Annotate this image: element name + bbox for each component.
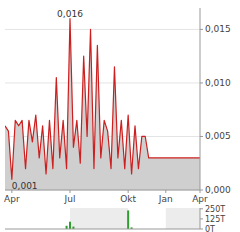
x-tick-label: Apr [192,194,208,204]
x-tick-label: Jul [64,194,76,204]
x-tick [128,190,129,193]
x-tick-label: Apr [4,194,20,204]
y-tick-label: 0,015 [205,24,231,34]
band [166,208,200,229]
y-tick [200,29,203,30]
price-area [5,19,200,190]
band [70,208,128,229]
volume-y-tick-label: 125T [205,215,225,224]
volume-x-axis [5,229,200,230]
volume-bar [69,222,71,229]
volume-y-tick-label: 0T [205,225,215,232]
y-tick [200,82,203,83]
y-tick-label: 0,010 [205,78,231,88]
y-tick-label: 0,005 [205,131,231,141]
volume-y-tick [200,218,203,219]
x-tick [70,190,71,193]
price-line [5,19,200,180]
grid-line [5,29,200,30]
x-tick [200,190,201,193]
volume-marks [66,210,133,229]
chart: 0,000 0,005 0,010 0,015 Apr Jul Okt Jan Apr 0,016… [0,0,240,232]
y-axis [200,8,201,190]
volume-bar [127,210,129,229]
y-tick-label: 0,000 [205,185,231,195]
x-tick-label: Jan [158,194,173,204]
x-tick [165,190,166,193]
volume-y-tick [200,208,203,209]
y-tick [200,136,203,137]
annotation: 0,016 [57,9,83,19]
volume-y-tick-label: 250T [205,205,225,214]
page: {"chart_data": [ {"type": "line", "categ… [0,0,240,232]
annotation: 0,001 [12,181,38,191]
price-marks [5,19,200,190]
x-tick-label: Okt [120,194,136,204]
grid-line [5,82,200,83]
volume-y-tick [200,229,203,230]
